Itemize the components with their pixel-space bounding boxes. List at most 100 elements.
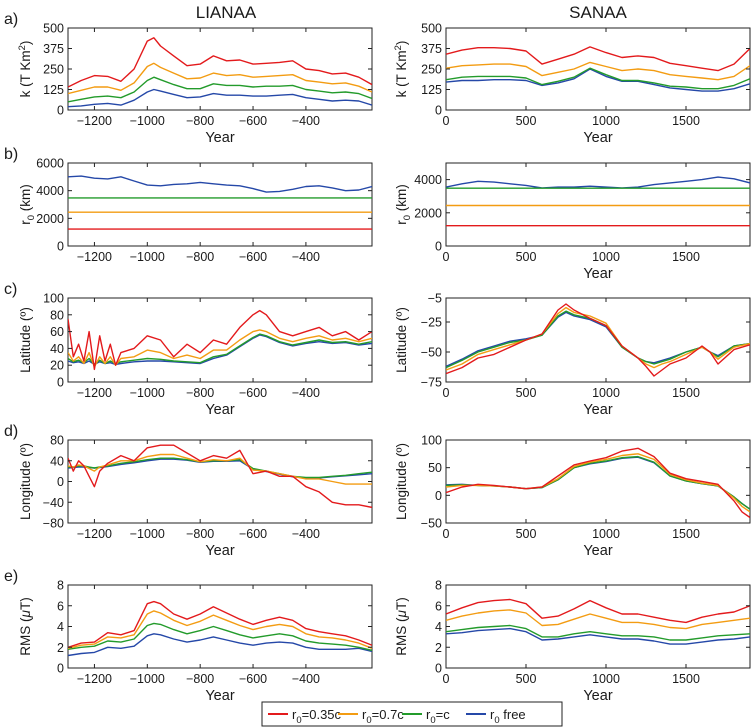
x-tick-label: 1500 [672,527,700,541]
legend-label-sub: 0 [494,715,499,726]
x-tick-label: −1000 [130,527,165,541]
y-tick-label: 2 [57,641,64,655]
legend-label-sub: 0 [430,715,435,726]
y-axis-label: r0 (km) [18,184,37,225]
y-tick-label: 375 [43,42,64,56]
y-axis-label: k (T Km2) [393,41,409,98]
y-axis-label-end: ) [18,41,33,46]
y-tick-label: 0 [57,475,64,489]
x-tick-label: 1000 [592,672,620,686]
x-tick-label: 1000 [592,250,620,264]
chart-panel-c-right: 0 500 1000 1500 −75 −50 −25 −5 Year Latitude (º) [394,292,751,418]
x-tick-label: −400 [292,386,320,400]
y-axis-label: Latitude (º) [394,307,409,373]
legend-label-rest: free [500,707,526,722]
y-tick-label: 125 [43,83,64,97]
y-tick-label: 6000 [36,157,64,171]
x-tick-label: −1200 [77,114,112,128]
chart-panel-e-right: 0 500 1000 1500 0 2 4 6 8 Year RMS (μT) [394,579,751,704]
legend-entry-r07: r0=0.7c [338,707,404,726]
y-axis-label: RMS (μT) [394,597,409,655]
y-axis-label-base: Longitude (º) [394,443,409,520]
y-tick-label: 4 [57,620,64,634]
legend-entry-r035: r0=0.35c [268,707,342,726]
y-axis-label-end: (km) [394,184,409,215]
y-tick-label: 80 [50,434,64,448]
plot-frame [67,584,373,669]
plot-frame [445,297,751,383]
y-tick-label: 4 [435,620,442,634]
y-tick-label: 375 [421,42,442,56]
x-tick-label: −1200 [77,672,112,686]
y-tick-label: 60 [50,325,64,339]
y-axis-label-base: Latitude (º) [18,307,33,373]
x-tick-label: −1000 [130,114,165,128]
y-tick-label: 50 [428,461,442,475]
y-tick-label: 0 [57,376,64,390]
x-tick-label: −600 [239,527,267,541]
y-axis-label: Latitude (º) [18,307,33,373]
y-tick-label: 125 [421,83,442,97]
y-tick-label: −50 [421,346,442,360]
y-tick-label: 0 [57,104,64,118]
column-title-lianaa: LIANAA [196,3,257,22]
y-tick-label: 0 [435,240,442,254]
y-axis-label-base: RMS ( [18,617,33,656]
legend-label-rest: =0.35c [302,707,342,722]
y-tick-label: 20 [50,359,64,373]
y-tick-label: −80 [43,517,64,531]
series-line-r035 [68,309,372,371]
y-tick-label: 100 [421,434,442,448]
y-axis-label: Longitude (º) [394,443,409,520]
series-line-free [68,88,372,108]
x-tick-label: −1000 [130,250,165,264]
x-tick-label: −800 [186,250,214,264]
series-line-r035 [446,303,750,377]
series-line-free [68,633,372,657]
y-axis-label-base: RMS ( [394,617,409,656]
y-axis-label-sup: 2 [393,45,404,50]
series-line-r07 [446,61,750,81]
chart-panel-c-left: −1200 −1000 −800 −600 −400 0 20 40 60 80 100 Year La… [4,281,373,418]
y-tick-label: −25 [421,316,442,330]
legend-label-sub: 0 [296,715,301,726]
plot-frame [445,27,751,111]
plot-frame [67,439,373,524]
series-line-r07 [68,453,372,485]
column-title-sanaa: SANAA [569,3,627,22]
series-line-free [446,68,750,92]
y-axis-label: r0 (km) [394,184,413,225]
plot-frame [445,162,751,247]
x-axis-label: Year [205,543,234,559]
series-line-r035 [68,444,372,509]
x-axis-label: Year [583,130,612,146]
x-tick-label: 1500 [672,672,700,686]
y-axis-label-sub: 0 [402,215,413,220]
panel-label: c) [4,281,17,298]
y-tick-label: 6 [57,599,64,613]
x-tick-label: 0 [443,250,450,264]
series-line-rc [68,76,372,103]
y-tick-label: 80 [50,308,64,322]
x-axis-label: Year [205,402,234,418]
y-tick-label: 2 [435,641,442,655]
panels: −1200 −1000 −800 −600 −4000125250375500Yeark… [4,11,751,704]
x-axis-label: Year [583,688,612,704]
y-axis-label-end: ) [394,41,409,46]
chart-panel-e-left: −1200 −1000 −800 −600 −400 0 2 4 6 8 Year RMS (μT)e… [4,568,373,704]
y-tick-label: −40 [43,496,64,510]
x-tick-label: −600 [239,386,267,400]
x-tick-label: 0 [443,527,450,541]
y-axis-label-sup: 2 [17,45,28,50]
legend-label-base: r [490,707,495,722]
x-tick-label: −800 [186,672,214,686]
panel-label: b) [4,146,18,163]
series-line-r035 [446,447,750,519]
x-tick-label: 500 [516,114,537,128]
x-tick-label: 1500 [672,250,700,264]
x-tick-label: 1000 [592,114,620,128]
y-tick-label: 2000 [36,212,64,226]
x-tick-label: −1200 [77,250,112,264]
y-tick-label: 2000 [414,206,442,220]
